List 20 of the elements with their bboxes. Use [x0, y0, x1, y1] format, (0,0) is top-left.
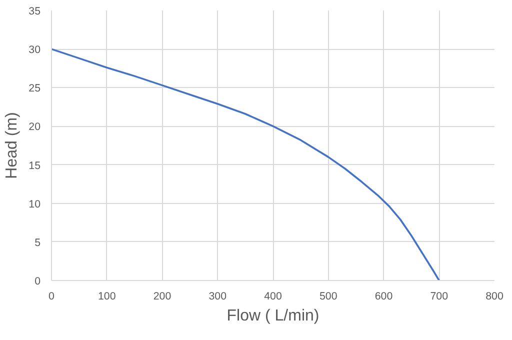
x-tick-label: 200 — [153, 290, 172, 302]
x-tick-label: 800 — [486, 290, 504, 302]
line-series — [52, 48, 440, 280]
y-tick-label: 30 — [28, 44, 41, 56]
y-tick-label: 20 — [28, 121, 41, 134]
x-axis-title: Flow ( L/min) — [226, 308, 320, 324]
x-tick-label: 400 — [264, 290, 282, 302]
y-tick-label: 10 — [28, 198, 41, 210]
y-tick-label: 25 — [28, 82, 41, 95]
x-tick-label: 600 — [374, 290, 393, 302]
y-tick-label: 15 — [28, 160, 41, 172]
x-tick-label: 700 — [430, 290, 448, 302]
y-tick-label: 5 — [34, 236, 41, 249]
x-tick-label: 100 — [98, 290, 116, 302]
x-tick-label: 300 — [208, 290, 227, 302]
y-axis-title: Head (m) — [4, 112, 21, 179]
y-tick-label: 0 — [34, 276, 41, 288]
x-tick-label: 500 — [319, 290, 338, 302]
y-tick-label: 35 — [28, 6, 41, 18]
x-tick-label: 0 — [48, 290, 55, 302]
